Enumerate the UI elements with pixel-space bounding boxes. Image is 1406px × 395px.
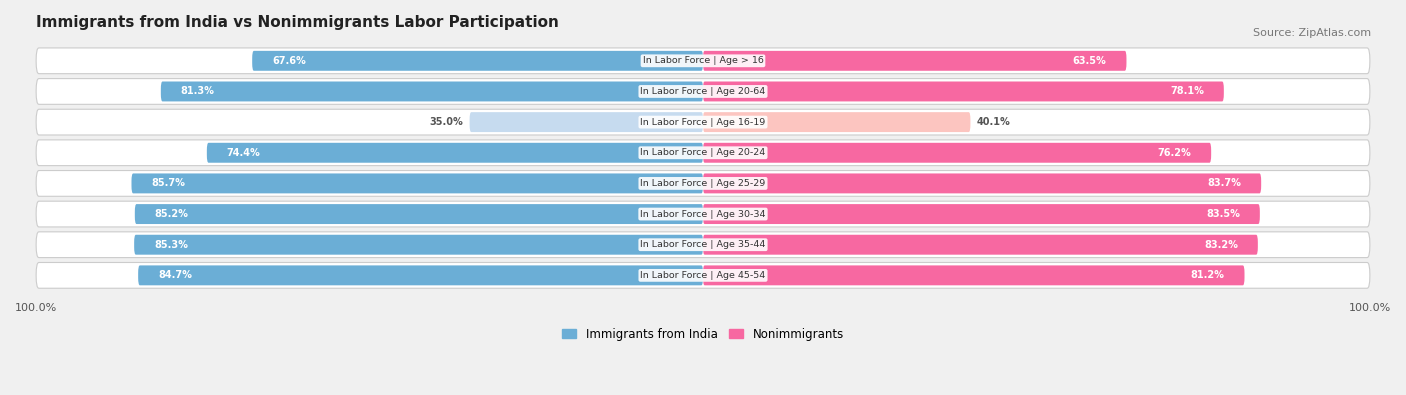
Text: 83.7%: 83.7%	[1208, 179, 1241, 188]
Text: 83.5%: 83.5%	[1206, 209, 1240, 219]
FancyBboxPatch shape	[37, 140, 1369, 166]
FancyBboxPatch shape	[134, 235, 703, 255]
FancyBboxPatch shape	[37, 201, 1369, 227]
FancyBboxPatch shape	[138, 265, 703, 285]
Text: Immigrants from India vs Nonimmigrants Labor Participation: Immigrants from India vs Nonimmigrants L…	[37, 15, 560, 30]
Text: 78.1%: 78.1%	[1170, 87, 1204, 96]
FancyBboxPatch shape	[37, 171, 1369, 196]
Text: In Labor Force | Age 45-54: In Labor Force | Age 45-54	[640, 271, 766, 280]
Text: 40.1%: 40.1%	[977, 117, 1011, 127]
FancyBboxPatch shape	[37, 109, 1369, 135]
Text: 85.7%: 85.7%	[152, 179, 186, 188]
FancyBboxPatch shape	[703, 265, 1244, 285]
FancyBboxPatch shape	[37, 48, 1369, 74]
Text: 85.3%: 85.3%	[155, 240, 188, 250]
FancyBboxPatch shape	[703, 173, 1261, 194]
FancyBboxPatch shape	[703, 143, 1211, 163]
Text: In Labor Force | Age 20-24: In Labor Force | Age 20-24	[640, 148, 766, 157]
FancyBboxPatch shape	[135, 204, 703, 224]
Text: 81.3%: 81.3%	[181, 87, 215, 96]
Text: 67.6%: 67.6%	[273, 56, 307, 66]
FancyBboxPatch shape	[37, 263, 1369, 288]
FancyBboxPatch shape	[160, 81, 703, 102]
FancyBboxPatch shape	[703, 81, 1223, 102]
FancyBboxPatch shape	[703, 235, 1258, 255]
FancyBboxPatch shape	[470, 112, 703, 132]
FancyBboxPatch shape	[207, 143, 703, 163]
Text: 84.7%: 84.7%	[157, 270, 193, 280]
FancyBboxPatch shape	[37, 232, 1369, 258]
Text: 81.2%: 81.2%	[1191, 270, 1225, 280]
Legend: Immigrants from India, Nonimmigrants: Immigrants from India, Nonimmigrants	[557, 323, 849, 345]
Text: In Labor Force | Age 20-64: In Labor Force | Age 20-64	[640, 87, 766, 96]
Text: In Labor Force | Age 25-29: In Labor Force | Age 25-29	[640, 179, 766, 188]
Text: 63.5%: 63.5%	[1073, 56, 1107, 66]
Text: In Labor Force | Age 16-19: In Labor Force | Age 16-19	[640, 118, 766, 127]
Text: 83.2%: 83.2%	[1204, 240, 1237, 250]
FancyBboxPatch shape	[37, 79, 1369, 104]
FancyBboxPatch shape	[252, 51, 703, 71]
Text: In Labor Force | Age 35-44: In Labor Force | Age 35-44	[640, 240, 766, 249]
FancyBboxPatch shape	[703, 204, 1260, 224]
Text: 85.2%: 85.2%	[155, 209, 188, 219]
Text: 74.4%: 74.4%	[226, 148, 260, 158]
Text: Source: ZipAtlas.com: Source: ZipAtlas.com	[1253, 28, 1371, 38]
FancyBboxPatch shape	[703, 51, 1126, 71]
Text: In Labor Force | Age 30-34: In Labor Force | Age 30-34	[640, 210, 766, 218]
Text: 76.2%: 76.2%	[1157, 148, 1191, 158]
FancyBboxPatch shape	[132, 173, 703, 194]
FancyBboxPatch shape	[703, 112, 970, 132]
Text: In Labor Force | Age > 16: In Labor Force | Age > 16	[643, 56, 763, 65]
Text: 35.0%: 35.0%	[429, 117, 463, 127]
